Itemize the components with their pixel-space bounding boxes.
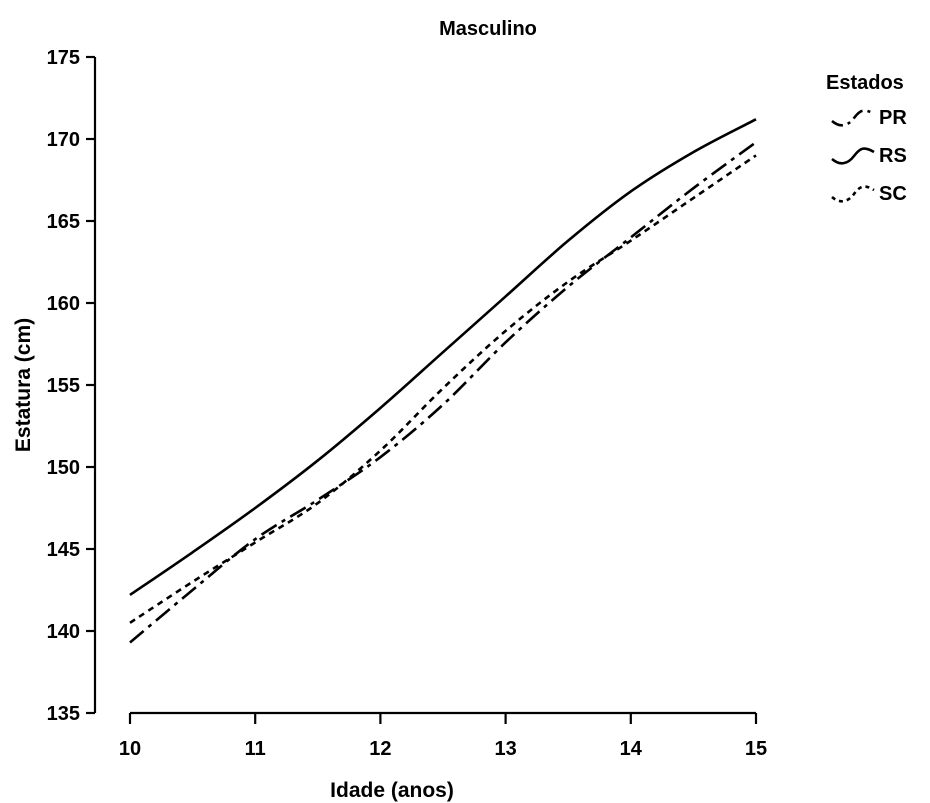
- legend-label-rs: RS: [879, 145, 907, 167]
- x-tick-label: 13: [494, 738, 516, 760]
- legend-key-rs: [831, 147, 875, 165]
- legend-label-sc: SC: [879, 183, 907, 205]
- y-tick-label: 160: [47, 293, 80, 315]
- series-group: [129, 118, 757, 644]
- series-line-rs: [129, 118, 757, 596]
- y-tick-label: 135: [47, 703, 80, 725]
- x-axis-label: Idade (anos): [330, 779, 454, 802]
- y-tick-label: 165: [47, 211, 80, 233]
- y-tick-label: 150: [47, 457, 80, 479]
- chart-title: Masculino: [439, 18, 537, 40]
- x-axis-ticks: 10 11 12 13 14 15: [119, 713, 767, 760]
- x-tick-label: 12: [369, 738, 391, 760]
- y-tick-label: 155: [47, 375, 80, 397]
- series-line-pr: [129, 141, 757, 644]
- series-line-sc: [129, 154, 757, 624]
- legend-key-pr: [831, 109, 875, 127]
- y-axis-label: Estatura (cm): [12, 318, 35, 452]
- y-tick-label: 170: [47, 129, 80, 151]
- y-tick-label: 145: [47, 539, 80, 561]
- legend-label-pr: PR: [879, 107, 907, 129]
- y-tick-label: 140: [47, 621, 80, 643]
- x-tick-label: 10: [119, 738, 141, 760]
- legend-key-sc: [831, 185, 875, 203]
- legend: Estados PR RS SC: [826, 72, 907, 205]
- y-tick-label: 175: [47, 47, 80, 69]
- x-tick-label: 11: [245, 738, 266, 760]
- x-tick-label: 15: [745, 738, 767, 760]
- legend-title: Estados: [826, 72, 904, 94]
- y-axis-ticks: 135 140 145 150 155 160 165 170 175: [47, 47, 95, 725]
- x-tick-label: 14: [620, 738, 643, 760]
